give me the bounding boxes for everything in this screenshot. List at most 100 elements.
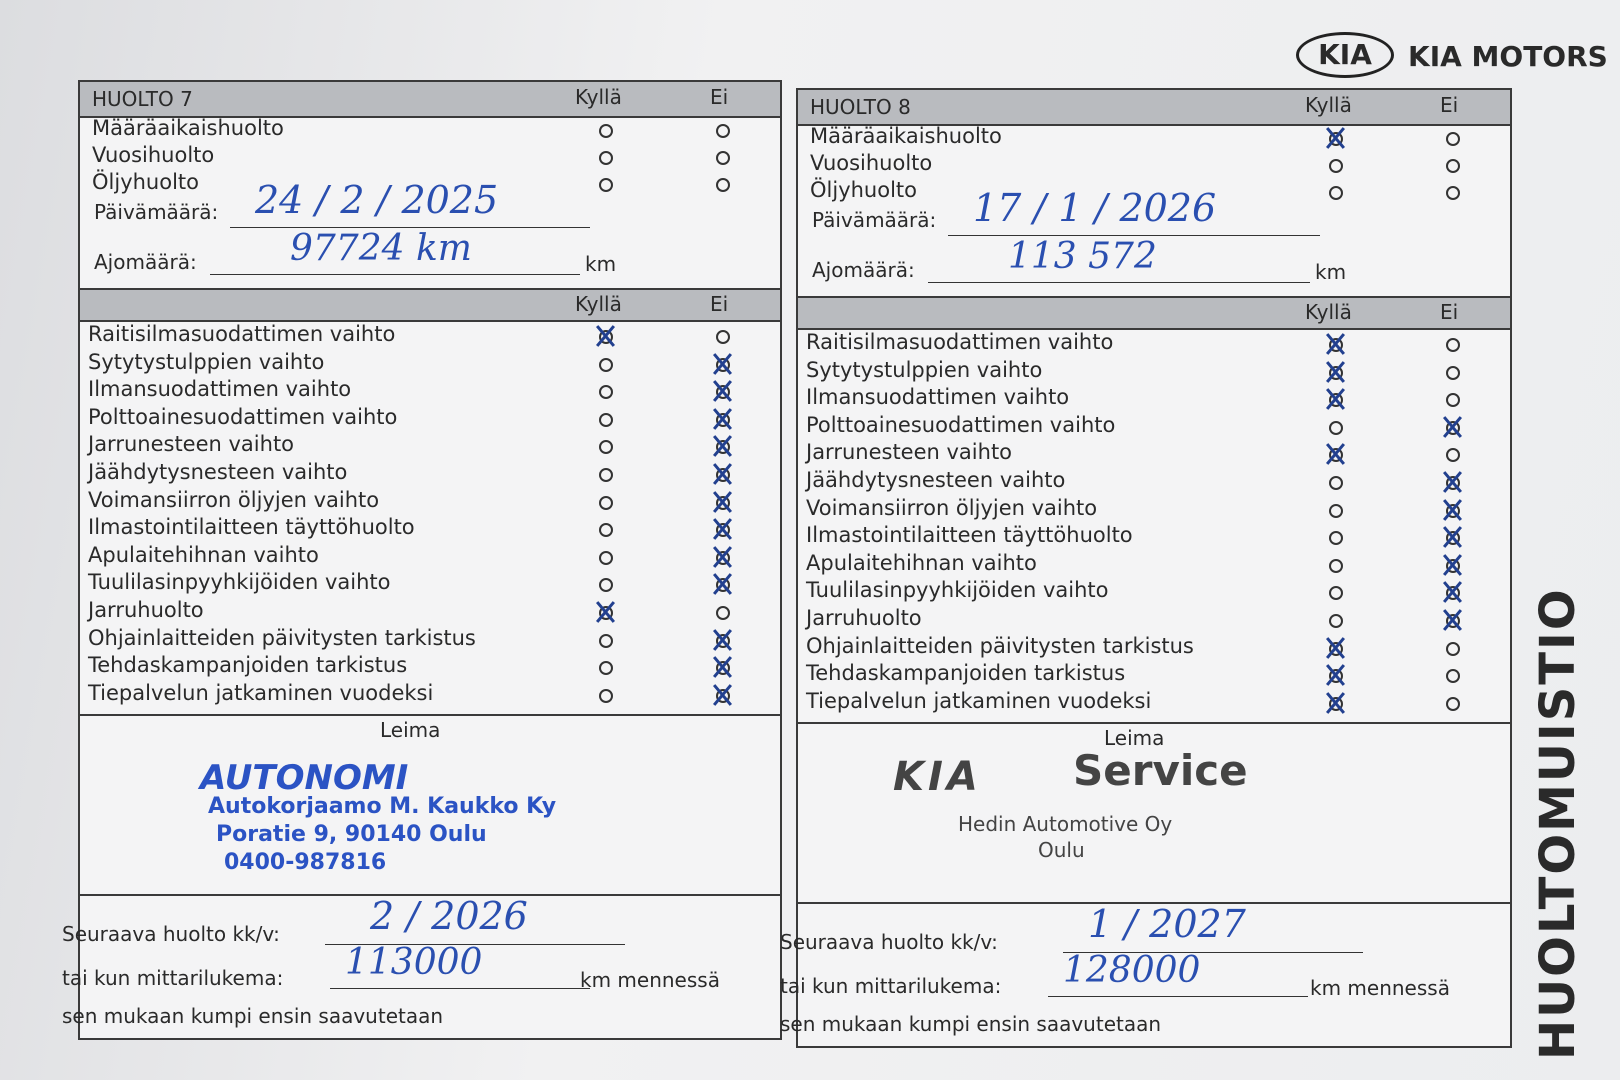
underline bbox=[330, 988, 590, 989]
check-no bbox=[711, 546, 733, 568]
circle bbox=[716, 124, 730, 138]
circle bbox=[1329, 159, 1343, 173]
check-label: Apulaitehihnan vaihto bbox=[88, 542, 319, 567]
underline bbox=[948, 235, 1320, 236]
mileage-label: Ajomäärä: bbox=[812, 258, 915, 282]
check-label: Raitisilmasuodattimen vaihto bbox=[88, 322, 396, 346]
meter-unit: km mennessä bbox=[1310, 976, 1450, 1000]
underline bbox=[1048, 996, 1308, 997]
circle bbox=[599, 523, 613, 538]
check-label: Raitisilmasuodattimen vaihto bbox=[806, 330, 1114, 354]
check-yes bbox=[1324, 664, 1346, 686]
circle bbox=[599, 495, 613, 510]
check-label: Tehdaskampanjoiden tarkistus bbox=[806, 661, 1126, 686]
check-no bbox=[711, 408, 733, 430]
circle bbox=[1329, 420, 1343, 435]
underline bbox=[928, 282, 1310, 283]
circle bbox=[599, 578, 613, 593]
circle bbox=[599, 124, 613, 138]
underline bbox=[210, 274, 580, 275]
stamp-label: Leima bbox=[1104, 726, 1165, 750]
check-label: Ohjainlaitteiden päivitysten tarkistus bbox=[88, 625, 476, 650]
circle bbox=[599, 357, 613, 372]
circle bbox=[716, 606, 730, 620]
meter-unit: km mennessä bbox=[580, 968, 720, 992]
circle bbox=[599, 151, 613, 165]
check-label: Jarruhuolto bbox=[88, 598, 204, 622]
check-label: Tiepalvelun jatkaminen vuodeksi bbox=[88, 680, 434, 705]
yes-header: Kyllä bbox=[1305, 93, 1352, 117]
basic-label: Öljyhuolto bbox=[810, 178, 918, 202]
check-label: Tehdaskampanjoiden tarkistus bbox=[88, 653, 408, 678]
check-label: Voimansiirron öljyjen vaihto bbox=[88, 487, 380, 512]
footer-text: sen mukaan kumpi ensin saavutetaan bbox=[62, 1004, 444, 1028]
next-value: 1 / 2027 bbox=[1088, 902, 1246, 946]
circle bbox=[599, 440, 613, 455]
check-yes bbox=[1324, 692, 1346, 714]
circle bbox=[599, 385, 613, 400]
circle bbox=[716, 330, 730, 344]
check-label: Tuulilasinpyyhkijöiden vaihto bbox=[88, 570, 391, 595]
circle bbox=[599, 550, 613, 565]
header-bar: HUOLTO 7 Kyllä Ei bbox=[80, 80, 780, 118]
check-label: Ilmansuodattimen vaihto bbox=[88, 377, 352, 402]
check-label: Sytytystulppien vaihto bbox=[806, 357, 1043, 382]
check-label: Ilmastointilaitteen täyttöhuolto bbox=[88, 515, 415, 540]
stamp-line: Service bbox=[1073, 746, 1248, 795]
check-no bbox=[1441, 581, 1463, 603]
circle bbox=[1446, 669, 1460, 684]
check-no bbox=[711, 656, 733, 678]
rule bbox=[80, 714, 780, 716]
check-no bbox=[711, 353, 733, 375]
stamp-line: Oulu bbox=[1038, 838, 1085, 862]
circle bbox=[1329, 614, 1343, 628]
header-bar: Kyllä Ei bbox=[798, 296, 1510, 330]
circle bbox=[599, 661, 613, 676]
circle bbox=[1446, 365, 1460, 380]
check-no bbox=[711, 573, 733, 595]
header-bar: Kyllä Ei bbox=[80, 288, 780, 322]
basic-label: Määräaikaishuolto bbox=[92, 116, 284, 140]
check-no bbox=[1441, 499, 1463, 521]
underline bbox=[230, 227, 590, 228]
check-yes bbox=[1324, 127, 1346, 149]
meter-value: 128000 bbox=[1063, 950, 1201, 991]
check-label: Ilmansuodattimen vaihto bbox=[806, 385, 1070, 410]
circle bbox=[1446, 448, 1460, 463]
check-no bbox=[711, 380, 733, 402]
no-header: Ei bbox=[710, 292, 729, 316]
meter-label: tai kun mittarilukema: bbox=[62, 966, 284, 990]
stamp-line: KIA bbox=[893, 754, 982, 800]
check-label: Ohjainlaitteiden päivitysten tarkistus bbox=[806, 633, 1194, 658]
circle bbox=[1446, 159, 1460, 173]
check-label: Sytytystulppien vaihto bbox=[88, 349, 325, 374]
no-header: Ei bbox=[1440, 93, 1459, 117]
check-label: Jarrunesteen vaihto bbox=[806, 440, 1013, 465]
basic-label: Määräaikaishuolto bbox=[810, 124, 1002, 148]
check-no bbox=[711, 435, 733, 457]
date-value: 24 / 2 / 2025 bbox=[255, 178, 499, 222]
yes-header: Kyllä bbox=[575, 85, 622, 109]
circle bbox=[599, 688, 613, 703]
rule bbox=[80, 894, 780, 896]
circle bbox=[1329, 586, 1343, 601]
check-label: Apulaitehihnan vaihto bbox=[806, 550, 1037, 575]
date-value: 17 / 1 / 2026 bbox=[973, 186, 1217, 230]
next-label: Seuraava huolto kk/v: bbox=[62, 922, 280, 946]
brand: KIA MOTORS bbox=[1408, 40, 1608, 73]
check-label: Tuulilasinpyyhkijöiden vaihto bbox=[806, 578, 1109, 603]
circle bbox=[599, 468, 613, 482]
panel-title: HUOLTO 8 bbox=[810, 95, 911, 119]
check-yes bbox=[1324, 333, 1346, 355]
check-no bbox=[1441, 416, 1463, 438]
rule bbox=[798, 722, 1510, 724]
mileage-label: Ajomäärä: bbox=[94, 250, 197, 274]
check-label: Jarrunesteen vaihto bbox=[88, 432, 295, 457]
circle bbox=[1446, 393, 1460, 408]
next-label: Seuraava huolto kk/v: bbox=[780, 930, 998, 954]
basic-label: Öljyhuolto bbox=[92, 170, 200, 194]
basic-label: Vuosihuolto bbox=[92, 143, 215, 167]
mileage-value: 113 572 bbox=[1008, 236, 1157, 277]
circle bbox=[599, 178, 613, 192]
circle bbox=[1329, 531, 1343, 546]
